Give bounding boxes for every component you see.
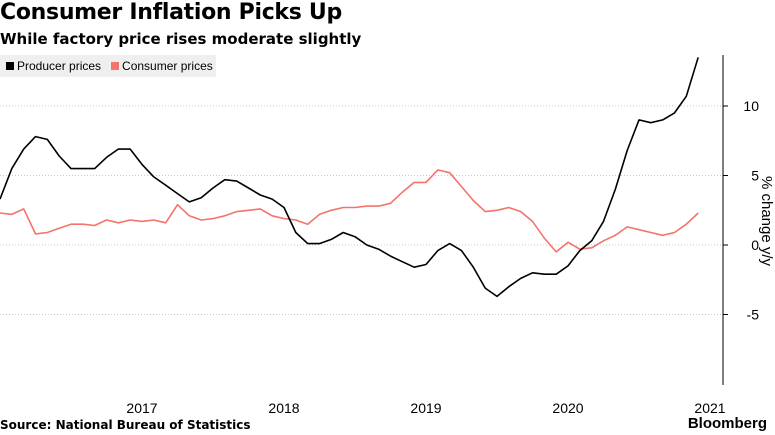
legend-item-consumer: Consumer prices xyxy=(111,59,213,73)
bloomberg-logo: Bloomberg xyxy=(687,415,767,432)
y-tick-label: 10 xyxy=(743,98,759,114)
legend-swatch-consumer xyxy=(111,62,120,70)
y-axis-title: % change y/y xyxy=(758,176,775,267)
chart-title: Consumer Inflation Picks Up xyxy=(0,0,342,25)
y-tick-label: 0 xyxy=(751,237,759,253)
legend-item-producer: Producer prices xyxy=(6,59,101,73)
x-tick-label: 2019 xyxy=(410,400,441,416)
source-note: Source: National Bureau of Statistics xyxy=(0,418,251,432)
legend-swatch-producer xyxy=(6,62,14,70)
y-tick-label: -5 xyxy=(747,307,760,323)
chart-subtitle: While factory price rises moderate sligh… xyxy=(0,30,362,48)
x-tick-label: 2018 xyxy=(268,400,299,416)
legend: Producer prices Consumer prices xyxy=(0,55,216,77)
consumer-prices-line xyxy=(0,169,699,253)
legend-label-consumer: Consumer prices xyxy=(122,59,213,73)
y-tick-label: 5 xyxy=(751,168,759,184)
x-tick-label: 2017 xyxy=(126,400,157,416)
producer-prices-line xyxy=(0,57,699,298)
x-tick-label: 2020 xyxy=(552,400,583,416)
legend-label-producer: Producer prices xyxy=(17,59,102,73)
x-tick-label: 2021 xyxy=(694,400,725,416)
